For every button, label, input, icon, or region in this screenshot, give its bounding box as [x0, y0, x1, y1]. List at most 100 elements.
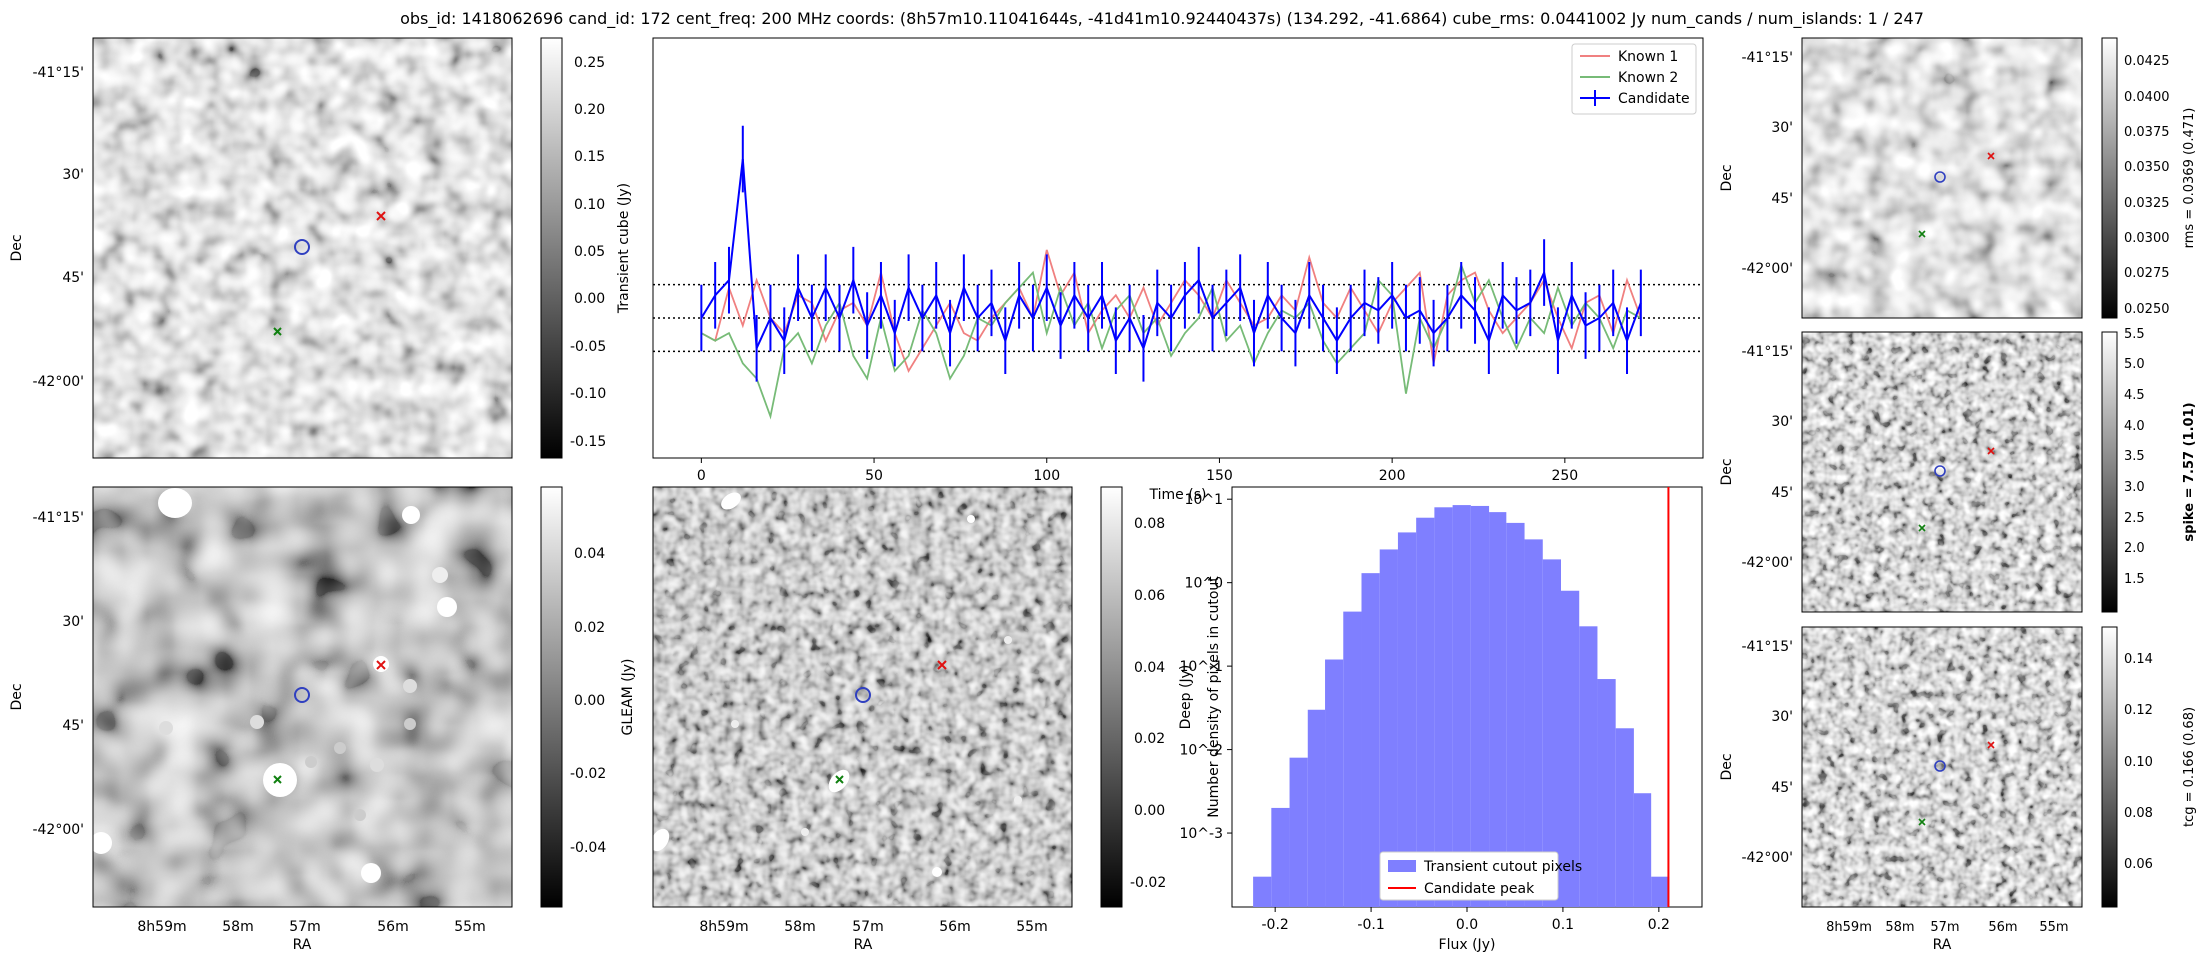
ra-tick: 58m [784, 919, 815, 935]
deep-markers [835, 660, 947, 784]
colorbar-tick: 0.12 [2124, 703, 2153, 718]
deep-source [1004, 636, 1012, 644]
histogram-bar [1542, 559, 1561, 907]
colorbar [540, 37, 563, 459]
tcg-colorbar: 0.14 0.12 0.10 0.08 0.06 tcg = 0.166 (0.… [2101, 626, 2197, 908]
gleam-source [354, 809, 366, 821]
deep-bright-sources [650, 492, 1022, 877]
spike-image-panel [1801, 331, 2083, 613]
deep-image-frame [652, 486, 1073, 908]
rms-image-axes: Dec -41°15' 30' 45' -42°00' [1719, 50, 1793, 277]
histogram-bar [1597, 679, 1616, 907]
colorbar-tick: 0.00 [574, 291, 605, 307]
gleam-source [361, 863, 381, 883]
deep-source [801, 828, 809, 836]
histogram-bar [1651, 876, 1670, 907]
deep-source [650, 828, 670, 852]
x-tick-label: -0.2 [1261, 917, 1288, 933]
colorbar-tick: 0.0275 [2124, 266, 2170, 281]
colorbar-tick: 2.5 [2124, 511, 2145, 526]
colorbar-tick: 0.10 [2124, 755, 2153, 770]
x-tick-label: 0.0 [1456, 917, 1478, 933]
dec-tick: -41°15' [32, 510, 84, 526]
colorbar-tick: 0.02 [1134, 731, 1165, 747]
tcg-image [1802, 627, 2082, 907]
legend-swatch-pixels [1388, 860, 1416, 872]
lightcurve-ylabel: Transient cube (Jy) [616, 183, 632, 314]
histogram-bar [1434, 507, 1453, 907]
dec-tick: 30' [62, 614, 84, 630]
red-x-marker [376, 660, 386, 670]
gleam-source [263, 763, 297, 797]
green-x-marker [273, 327, 282, 336]
gleam-source [370, 758, 384, 772]
colorbar-label: tcg = 0.166 (0.68) [2182, 707, 2197, 827]
histogram-ylabel: Number density of pixels in cutout [1206, 576, 1222, 818]
deep-source [1014, 796, 1022, 804]
histogram-bar [1452, 505, 1471, 907]
threshold-lines [653, 283, 1703, 353]
colorbar-tick: 0.0425 [2124, 54, 2170, 69]
colorbar-tick: 0.00 [1134, 803, 1165, 819]
series-line-known-2 [700, 262, 1642, 420]
deep-source [721, 492, 741, 510]
dec-tick: -42°00' [1741, 261, 1793, 277]
spike-image-frame [1801, 331, 2083, 613]
dec-tick: -42°00' [1741, 850, 1793, 866]
dec-axis-label: Dec [1719, 458, 1735, 485]
colorbar-tick: 5.0 [2124, 357, 2145, 372]
deep-source [967, 515, 975, 523]
ra-tick: 56m [939, 919, 970, 935]
histogram-bar [1489, 512, 1507, 907]
deep-image-panel [650, 486, 1073, 908]
x-tick-label: 250 [1551, 468, 1578, 484]
legend-label-peak: Candidate peak [1424, 881, 1535, 897]
dec-tick: -41°15' [1741, 344, 1793, 360]
histogram-ticks: -0.2 -0.1 0.0 0.1 0.2 10^1 10^0 10^-1 10^-2 10^-3 [1179, 492, 1669, 933]
colorbar-tick: 0.05 [574, 244, 605, 260]
gleam-image-panel [90, 486, 513, 908]
y-tick-label: 10^-3 [1179, 826, 1223, 842]
histogram-bar [1633, 793, 1652, 907]
transient-image-panel [92, 37, 513, 459]
blue-o-marker [294, 239, 310, 255]
deep-image-axes: RA 8h59m 58m 57m 56m 55m [699, 919, 1047, 953]
gleam-source [403, 679, 417, 693]
lightcurve-chart: 0 50 100 150 200 250 Transient cube (Jy) Time… [616, 37, 1704, 503]
ra-tick: 57m [852, 919, 883, 935]
dec-tick: 30' [62, 167, 84, 183]
gleam-source [334, 742, 346, 754]
gleam-source [432, 567, 448, 583]
histogram-legend: Transient cutout pixels Candidate peak [1379, 851, 1582, 901]
histogram-bars [1253, 487, 1670, 907]
colorbar-tick: 0.0325 [2124, 196, 2170, 211]
spike-markers [1918, 447, 1995, 532]
colorbar-tick: -0.02 [1130, 875, 1166, 891]
histogram-chart: -0.2 -0.1 0.0 0.1 0.2 10^1 10^0 10^-1 10^-2 10^-3… [1179, 486, 1703, 953]
histogram-bar [1470, 505, 1490, 907]
colorbar-tick: 0.04 [574, 546, 605, 562]
lightcurve-legend: Known 1 Known 2 Candidate [1571, 43, 1697, 115]
gleam-source [379, 660, 389, 670]
spike-image-axes: Dec -41°15' 30' 45' -42°00' [1719, 344, 1793, 571]
colorbar [2101, 626, 2118, 908]
red-x-marker [1987, 741, 1995, 749]
colorbar-tick: 0.08 [2124, 806, 2153, 821]
transient-image-frame [92, 37, 513, 459]
rms-colorbar: 0.0425 0.0400 0.0375 0.0350 0.0325 0.030… [2101, 37, 2197, 319]
lightcurve-x-ticks: 0 50 100 150 200 250 [697, 458, 1578, 484]
gleam-image-axes: Dec -41°15' 30' 45' -42°00' RA 8h59m 58m… [9, 510, 486, 953]
colorbar-tick: 5.5 [2124, 327, 2145, 342]
ra-tick: 58m [1885, 920, 1914, 935]
dec-tick: -42°00' [1741, 555, 1793, 571]
ra-tick: 55m [2039, 920, 2068, 935]
deep-colorbar: 0.08 0.06 0.04 0.02 0.00 -0.02 Deep (Jy) [1100, 486, 1194, 908]
dec-tick: -41°15' [32, 65, 84, 81]
histogram-bar [1615, 728, 1634, 907]
colorbar-tick: 0.0350 [2124, 160, 2170, 175]
x-tick-label: 0.1 [1552, 917, 1574, 933]
green-x-marker [835, 775, 844, 784]
colorbar-label: rms = 0.0369 (0.471) [2182, 108, 2197, 249]
colorbar-label: Deep (Jy) [1178, 665, 1194, 730]
spike-colorbar: 5.5 5.0 4.5 4.0 3.5 3.0 2.5 2.0 1.5 spik… [2101, 327, 2197, 613]
